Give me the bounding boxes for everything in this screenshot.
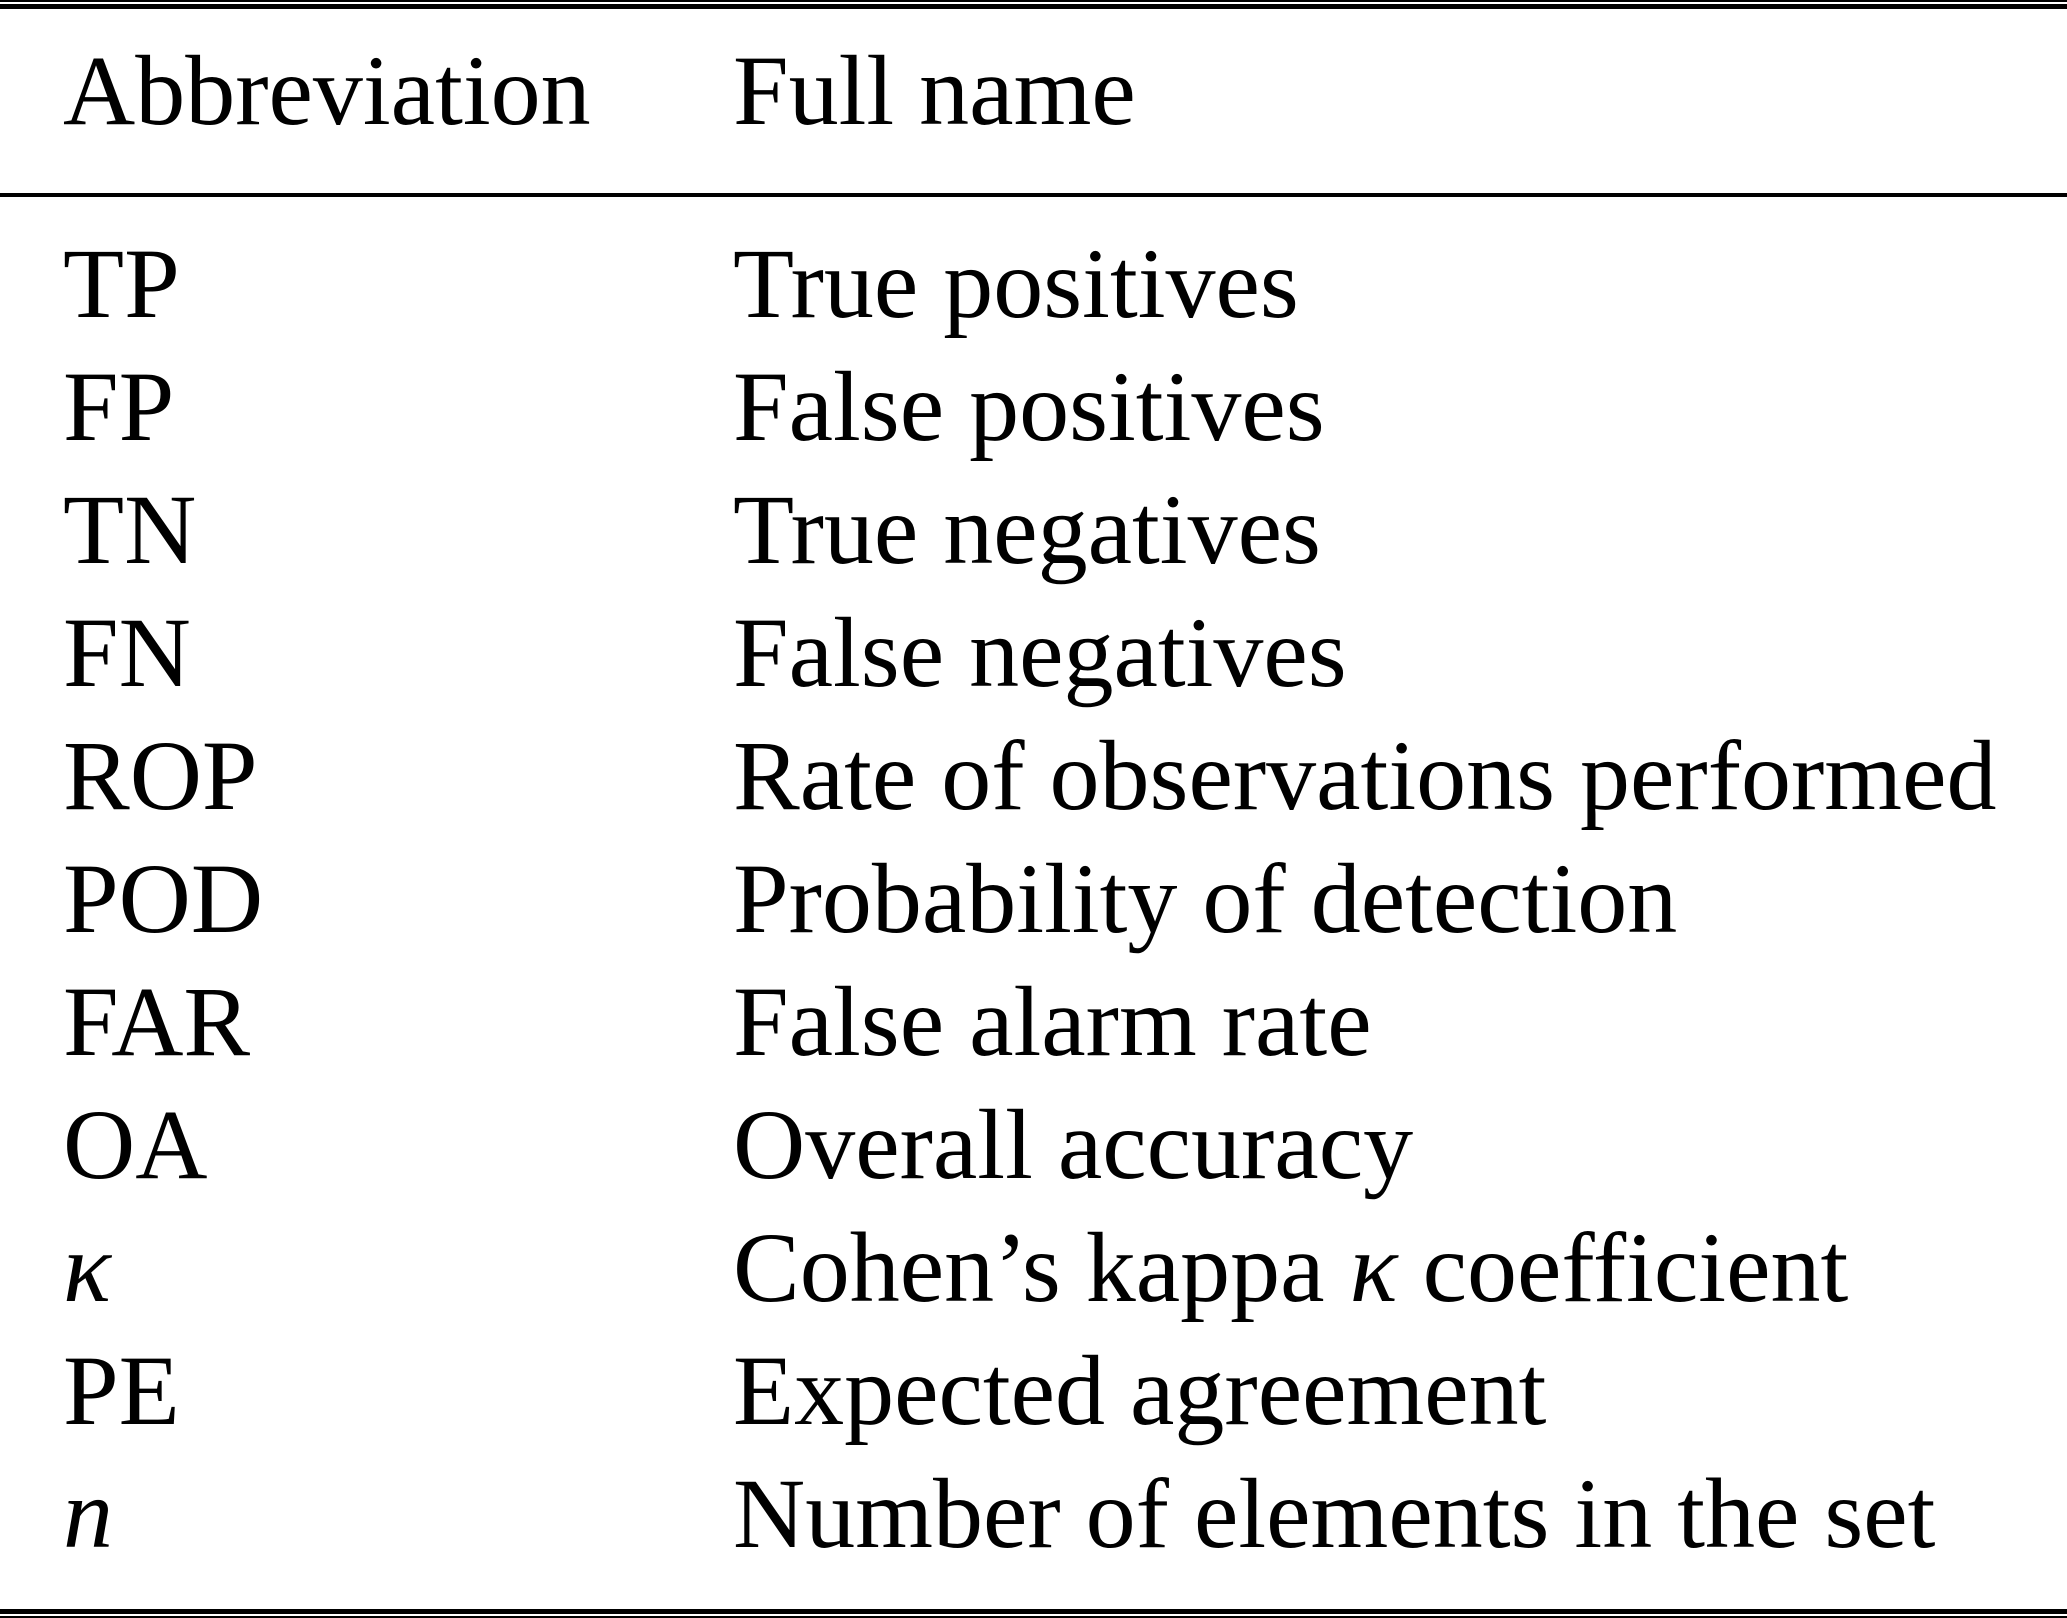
abbr-cell: PE [63,1335,180,1446]
table-row: ROP Rate of observations performed [0,714,2067,837]
table-row: FAR False alarm rate [0,960,2067,1083]
abbr-cell-kappa: κ [63,1212,111,1323]
table-row: PE Expected agreement [0,1329,2067,1452]
full-name-cell: Expected agreement [733,1335,1547,1446]
table-row: FN False negatives [0,591,2067,714]
full-name-cell: Cohen’s kappa κ coefficient [733,1206,2067,1329]
table-row: TN True negatives [0,468,2067,591]
table-row: TP True positives [0,222,2067,345]
kappa-symbol: κ [1349,1212,1398,1323]
abbr-cell: FP [63,351,175,462]
full-name-cell: Rate of observations performed [733,720,1997,831]
full-name-cell: False alarm rate [733,966,1372,1077]
table-row: n Number of elements in the set [0,1452,2067,1575]
top-rule-gap [0,2,2067,4]
abbr-cell: TN [63,474,197,585]
abbr-cell-n: n [63,1458,113,1569]
abbr-cell: OA [63,1089,208,1200]
table-row: OA Overall accuracy [0,1083,2067,1206]
full-name-cell: True negatives [733,474,1321,585]
table-header: Abbreviation Full name [0,9,2067,193]
abbr-cell: ROP [63,720,258,831]
column-header-abbreviation: Abbreviation [63,35,591,146]
abbr-cell: TP [63,228,180,339]
bottom-rule-gap [0,1614,2067,1616]
full-name-text: Cohen’s kappa [733,1212,1350,1323]
table-row: κ Cohen’s kappa κ coefficient [0,1206,2067,1329]
table-body: TP True positives FP False positives TN … [0,197,2067,1575]
full-name-text: coefficient [1397,1212,1849,1323]
top-rule-thick [0,4,2067,9]
bottom-rule-thick [0,1609,2067,1614]
full-name-cell: True positives [733,228,1299,339]
full-name-cell: Overall accuracy [733,1089,1414,1200]
top-rule-thin [0,0,2067,2]
full-name-cell: False positives [733,351,1325,462]
abbr-cell: FN [63,597,191,708]
table-row: FP False positives [0,345,2067,468]
bottom-rule-thin [0,1616,2067,1618]
abbr-cell: FAR [63,966,251,1077]
full-name-cell: Number of elements in the set [733,1458,1936,1569]
column-header-full-name: Full name [733,35,1136,146]
bottom-whitespace [0,1575,2067,1609]
abbr-cell: POD [63,843,264,954]
full-name-cell: Probability of detection [733,843,1678,954]
table-row: POD Probability of detection [0,837,2067,960]
full-name-cell: False negatives [733,597,1347,708]
header-rule [0,193,2067,197]
